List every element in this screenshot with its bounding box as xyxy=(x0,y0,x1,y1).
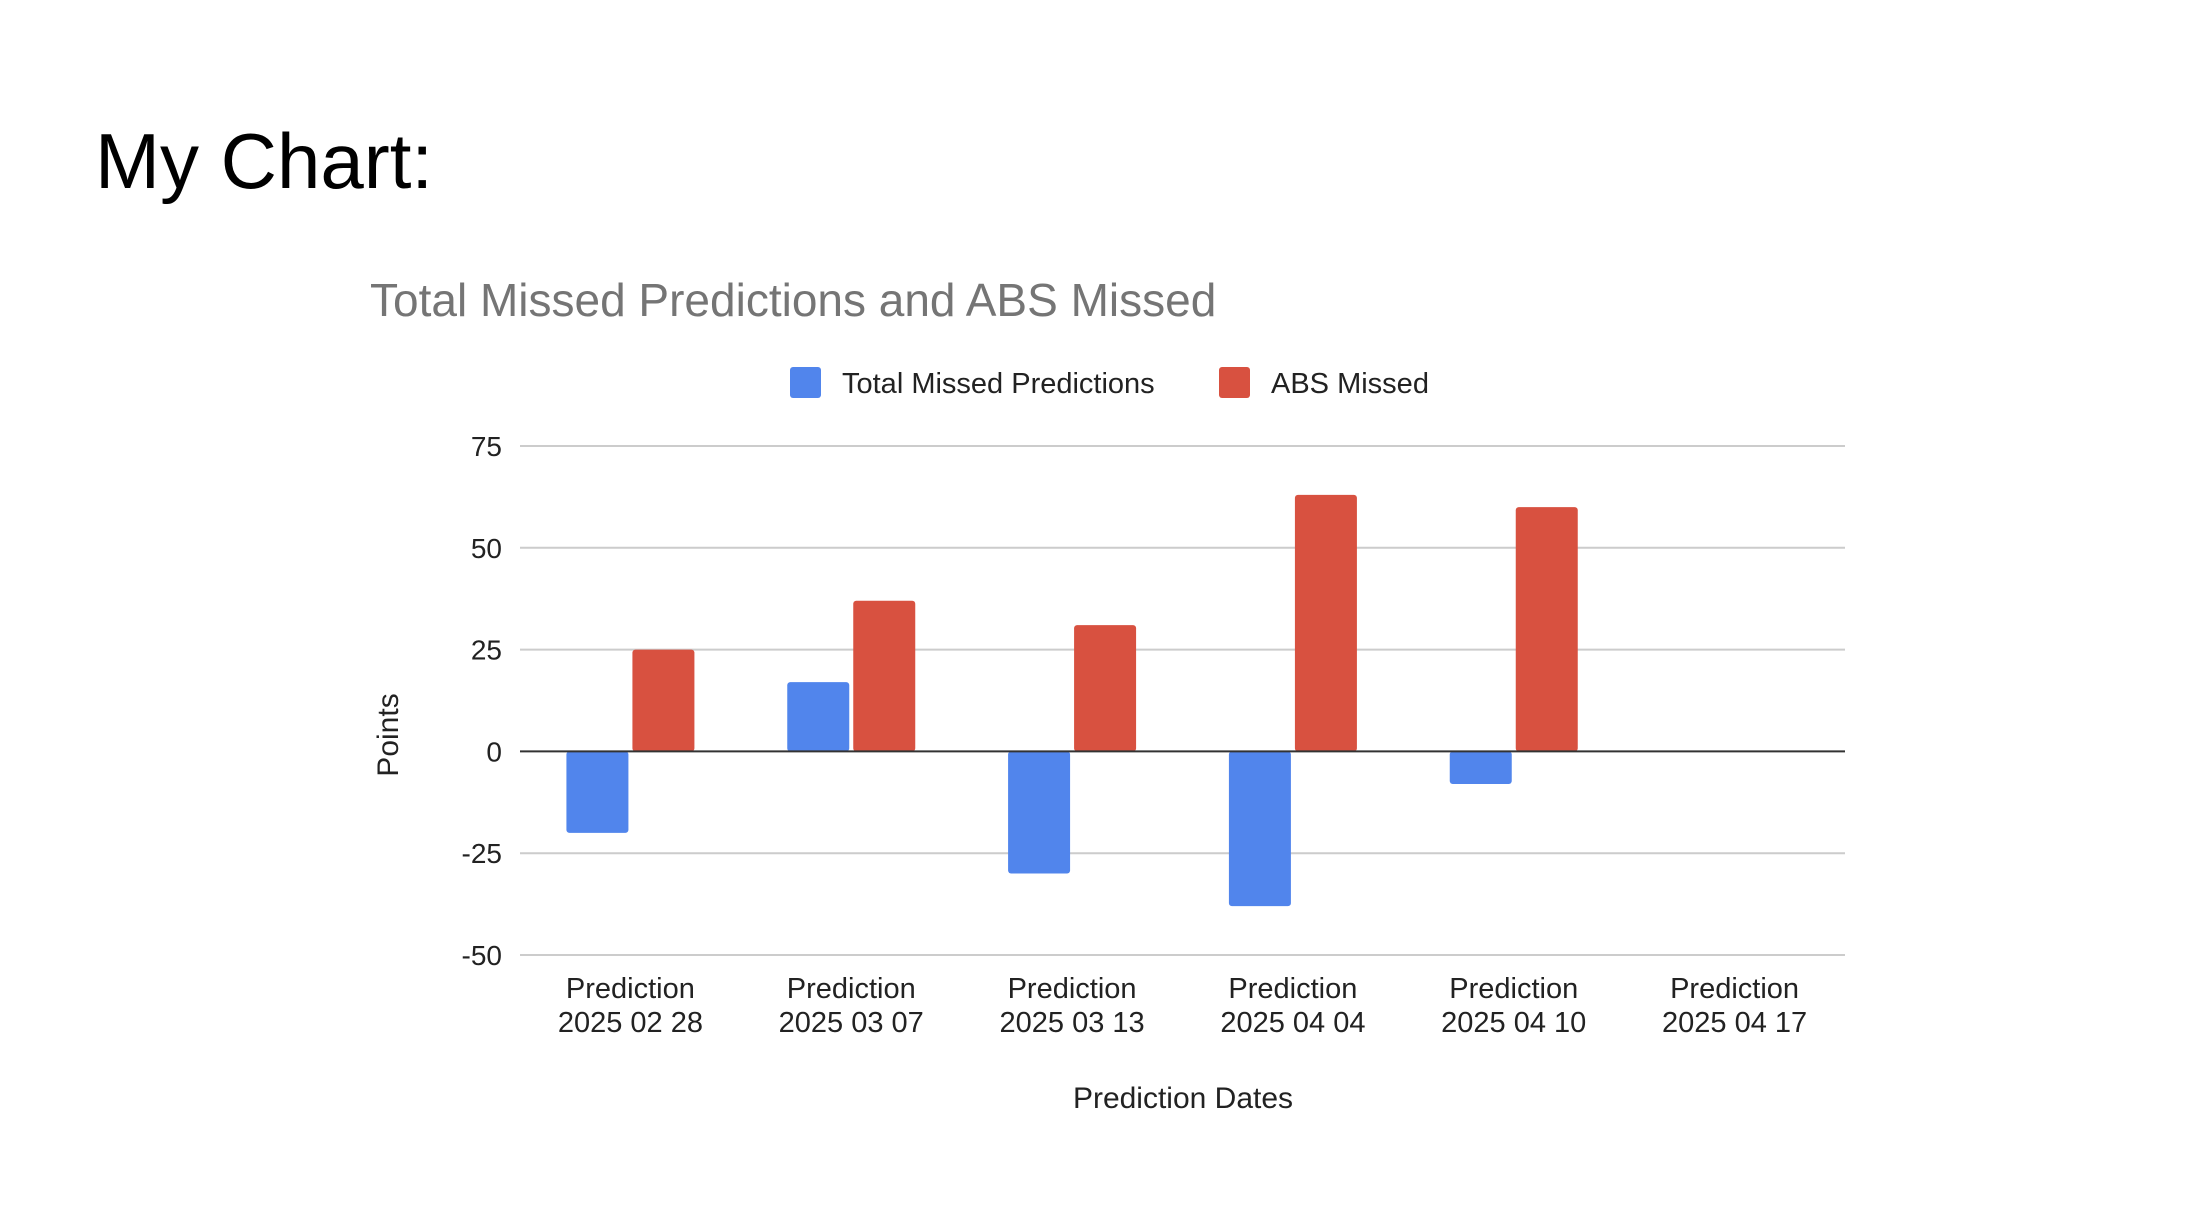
x-tick-label: Prediction xyxy=(1008,973,1137,1005)
bar-abs-missed xyxy=(1515,507,1578,752)
bar-total-missed xyxy=(1449,751,1512,784)
y-tick-label: 25 xyxy=(471,635,502,666)
x-tick-label: 2025 03 13 xyxy=(1000,1007,1145,1039)
page-title: My Chart: xyxy=(95,117,434,205)
bar-total-missed xyxy=(566,751,629,833)
y-axis-ticks: 75 50 25 0 -25 -50 xyxy=(462,431,502,971)
y-tick-label: -50 xyxy=(462,940,502,971)
x-axis-label: Prediction Dates xyxy=(1073,1082,1293,1115)
x-tick-label: Prediction xyxy=(566,973,695,1005)
bar-abs-missed xyxy=(853,600,916,752)
chart-gridlines xyxy=(520,445,1845,956)
x-tick-label: 2025 04 04 xyxy=(1220,1007,1365,1039)
bar-abs-missed xyxy=(1074,625,1137,752)
bar-abs-missed xyxy=(632,649,695,752)
x-tick-label: 2025 04 17 xyxy=(1662,1007,1807,1039)
y-tick-label: 50 xyxy=(471,533,502,564)
x-tick-label: Prediction xyxy=(1449,973,1578,1005)
y-tick-label: 75 xyxy=(471,431,502,462)
bar-abs-missed xyxy=(1294,494,1357,752)
legend-label: Total Missed Predictions xyxy=(842,368,1155,400)
y-tick-label: 0 xyxy=(486,736,502,767)
legend-label: ABS Missed xyxy=(1271,368,1429,400)
chart-legend: Total Missed Predictions ABS Missed xyxy=(790,367,1429,400)
bar-total-missed xyxy=(1228,751,1291,907)
x-tick-label: Prediction xyxy=(1670,973,1799,1005)
bar-total-missed xyxy=(1008,751,1071,874)
chart-title: Total Missed Predictions and ABS Missed xyxy=(370,274,1216,326)
legend-swatch xyxy=(1219,367,1250,398)
x-tick-label: 2025 04 10 xyxy=(1441,1007,1586,1039)
x-tick-label: 2025 02 28 xyxy=(558,1007,703,1039)
x-tick-label: Prediction xyxy=(787,973,916,1005)
x-tick-label: 2025 03 07 xyxy=(779,1007,924,1039)
legend-swatch xyxy=(790,367,821,398)
x-tick-label: Prediction xyxy=(1228,973,1357,1005)
y-axis-label: Points xyxy=(372,693,405,776)
chart-bars xyxy=(566,494,1578,907)
bar-total-missed xyxy=(787,682,850,752)
y-tick-label: -25 xyxy=(462,838,502,869)
